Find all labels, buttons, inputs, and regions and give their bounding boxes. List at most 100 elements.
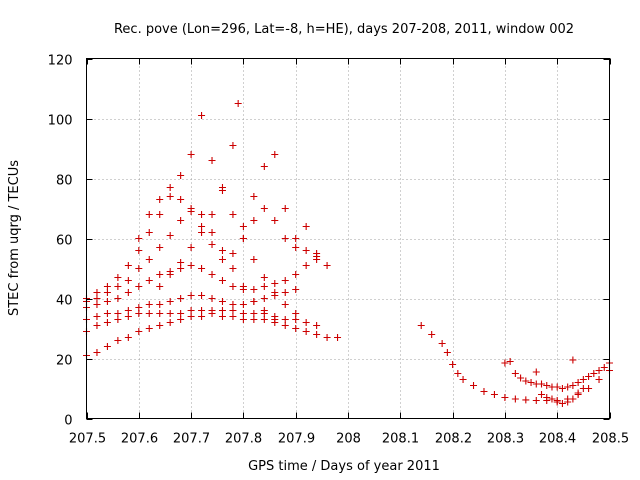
x-tick-labels: 207.5 207.6 207.7 207.8 207.9 208 208.1 208.2 20… xyxy=(69,432,629,447)
chart-title: Rec. pove (Lon=296, Lat=-8, h=HE), days … xyxy=(114,22,574,37)
data-point xyxy=(428,331,436,338)
data-point xyxy=(501,394,509,401)
data-point xyxy=(522,377,530,385)
data-point xyxy=(564,398,572,406)
data-point xyxy=(198,229,206,236)
data-point xyxy=(250,316,258,323)
data-point xyxy=(511,370,519,377)
data-point xyxy=(501,359,509,367)
data-point xyxy=(145,310,153,317)
data-point xyxy=(166,310,174,317)
data-point xyxy=(114,274,122,281)
series-arc-mid-2 xyxy=(83,253,331,311)
data-point xyxy=(553,383,561,391)
y-tick-label: 60 xyxy=(56,234,73,249)
data-point xyxy=(553,398,561,406)
data-point xyxy=(156,196,164,203)
data-point xyxy=(135,310,143,317)
data-point xyxy=(187,262,195,269)
data-point xyxy=(579,385,587,392)
data-point xyxy=(281,235,289,242)
data-point xyxy=(229,142,237,149)
data-point xyxy=(145,277,153,284)
data-point xyxy=(218,187,226,194)
data-point xyxy=(177,196,185,203)
data-point xyxy=(250,217,258,224)
data-point xyxy=(156,211,164,218)
data-point xyxy=(490,391,498,398)
data-point xyxy=(292,235,300,242)
data-point xyxy=(124,334,132,341)
data-point xyxy=(187,307,195,314)
x-tick-label: 207.5 xyxy=(69,432,106,447)
data-point xyxy=(543,382,551,389)
data-point xyxy=(177,172,185,179)
data-point xyxy=(103,310,111,317)
data-point xyxy=(506,358,514,365)
data-point xyxy=(239,223,247,230)
x-axis-label: GPS time / Days of year 2011 xyxy=(248,459,440,474)
data-point xyxy=(543,394,551,401)
data-point xyxy=(124,313,132,320)
data-point xyxy=(302,223,310,230)
data-point xyxy=(313,331,321,338)
data-point xyxy=(292,310,300,317)
data-point xyxy=(538,380,546,388)
data-point xyxy=(260,295,268,302)
data-point xyxy=(218,313,226,320)
data-point xyxy=(579,376,587,383)
data-point xyxy=(260,274,268,281)
data-point xyxy=(323,334,331,341)
data-point xyxy=(323,262,331,269)
data-point xyxy=(166,232,174,239)
data-point xyxy=(574,379,582,386)
data-point xyxy=(281,289,289,296)
data-point xyxy=(187,208,195,215)
data-point xyxy=(569,356,577,364)
data-point xyxy=(198,211,206,218)
data-point xyxy=(449,361,457,368)
data-point xyxy=(135,283,143,290)
data-point xyxy=(302,247,310,254)
series-arc-high-2 xyxy=(156,100,321,290)
y-tick-label: 120 xyxy=(48,54,73,69)
x-tick-label: 208.4 xyxy=(539,432,576,447)
series-arc-late-3 xyxy=(532,356,587,407)
data-point xyxy=(239,283,247,290)
data-point xyxy=(145,229,153,236)
y-tick-labels: 0 20 40 60 80 100 120 xyxy=(48,54,73,429)
ticks-layer xyxy=(86,58,611,420)
x-tick-label: 208 xyxy=(336,432,361,447)
data-point xyxy=(281,205,289,212)
data-point xyxy=(292,286,300,293)
data-point xyxy=(135,247,143,254)
data-point xyxy=(271,151,279,158)
data-point xyxy=(208,295,216,302)
data-point xyxy=(271,280,279,287)
data-point xyxy=(177,265,185,272)
data-point xyxy=(187,313,195,320)
data-point xyxy=(522,396,530,404)
data-point xyxy=(93,295,101,302)
data-point xyxy=(103,289,111,296)
data-point xyxy=(208,229,216,236)
data-point xyxy=(443,349,451,356)
data-point xyxy=(218,307,226,314)
data-point xyxy=(334,334,342,341)
data-point xyxy=(302,319,310,326)
data-point xyxy=(292,271,300,278)
data-point xyxy=(208,307,216,314)
data-point xyxy=(271,316,279,323)
data-point xyxy=(569,395,577,403)
data-point xyxy=(271,289,279,296)
data-point xyxy=(281,316,289,323)
data-point xyxy=(103,319,111,326)
y-tick-label: 0 xyxy=(64,414,72,429)
data-point xyxy=(302,328,310,335)
data-point xyxy=(250,193,258,200)
data-point xyxy=(187,151,195,158)
x-tick-label: 207.9 xyxy=(278,432,315,447)
data-point xyxy=(313,250,321,257)
data-point xyxy=(600,364,608,371)
